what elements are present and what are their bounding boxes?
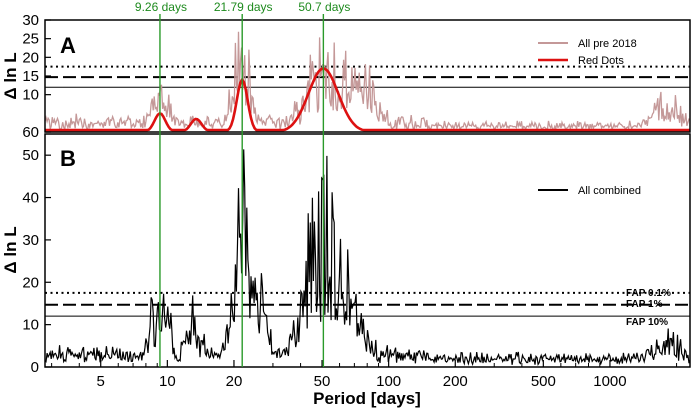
panel-a-y-tick-label: 25: [22, 31, 39, 48]
panel-label-b: B: [60, 146, 76, 171]
panel-a-y-tick-label: 10: [22, 87, 39, 104]
x-tick-label: 10: [159, 373, 176, 390]
period-label-9-26: 9.26 days: [135, 0, 187, 14]
fap-label-1: FAP 1%: [626, 299, 663, 310]
panel-b-y-tick-label: 10: [22, 317, 39, 334]
panel-b-x-ticks: 5 10 20 50 100 200 500 1000: [51, 360, 678, 390]
legend-label-red-dots: Red Dots: [578, 55, 624, 67]
fap-label-10: FAP 10%: [626, 317, 668, 328]
panel-b-y-tick-label: 50: [22, 147, 39, 164]
panel-a-frame: [44, 19, 691, 133]
legend-b: All combined: [538, 185, 641, 197]
legend-label-all-pre-2018: All pre 2018: [578, 38, 637, 50]
x-tick-label: 200: [443, 373, 468, 390]
panel-label-a: A: [60, 33, 76, 58]
panel-b: 0 10 20 30 40 50 5 10 20 50 100 200 500 1000 B Δ ln …: [1, 133, 691, 408]
panel-b-y-axis-title: Δ ln L: [1, 226, 20, 273]
series-all-pre-2018: [45, 31, 690, 132]
panel-b-y-tick-label: 30: [22, 232, 39, 249]
panel-a-y-tick-label: 20: [22, 49, 39, 66]
panel-a-y-tick-label: 60: [22, 124, 39, 141]
x-tick-label: 20: [226, 373, 243, 390]
x-tick-label: 1000: [593, 373, 626, 390]
period-label-50-7: 50.7 days: [298, 0, 350, 14]
x-tick-label: 100: [376, 373, 401, 390]
panel-b-y-ticks: 0 10 20 30 40 50: [22, 147, 51, 376]
panel-b-y-tick-label: 40: [22, 190, 39, 207]
panel-b-frame: [44, 133, 691, 368]
period-markers: [159, 14, 325, 367]
legend-a: All pre 2018 Red Dots: [538, 38, 637, 67]
panel-a-y-tick-label: 15: [22, 68, 39, 85]
x-tick-label: 50: [314, 373, 331, 390]
series-red-dots: [45, 67, 690, 132]
panel-a-y-tick-label: 30: [22, 12, 39, 29]
x-tick-label: 500: [531, 373, 556, 390]
x-tick-label: 5: [97, 373, 105, 390]
period-label-21-79: 21.79 days: [214, 0, 273, 14]
panel-a-y-axis-title: Δ ln L: [1, 52, 20, 99]
panel-a-background: [45, 20, 690, 132]
legend-label-all-combined: All combined: [578, 185, 641, 197]
fap-label-0-1: FAP 0.1%: [626, 288, 671, 299]
x-axis-title: Period [days]: [313, 389, 421, 408]
panel-b-y-tick-label: 20: [22, 274, 39, 291]
series-all-combined: [45, 149, 690, 367]
panel-b-y-tick-label: 0: [31, 359, 39, 376]
